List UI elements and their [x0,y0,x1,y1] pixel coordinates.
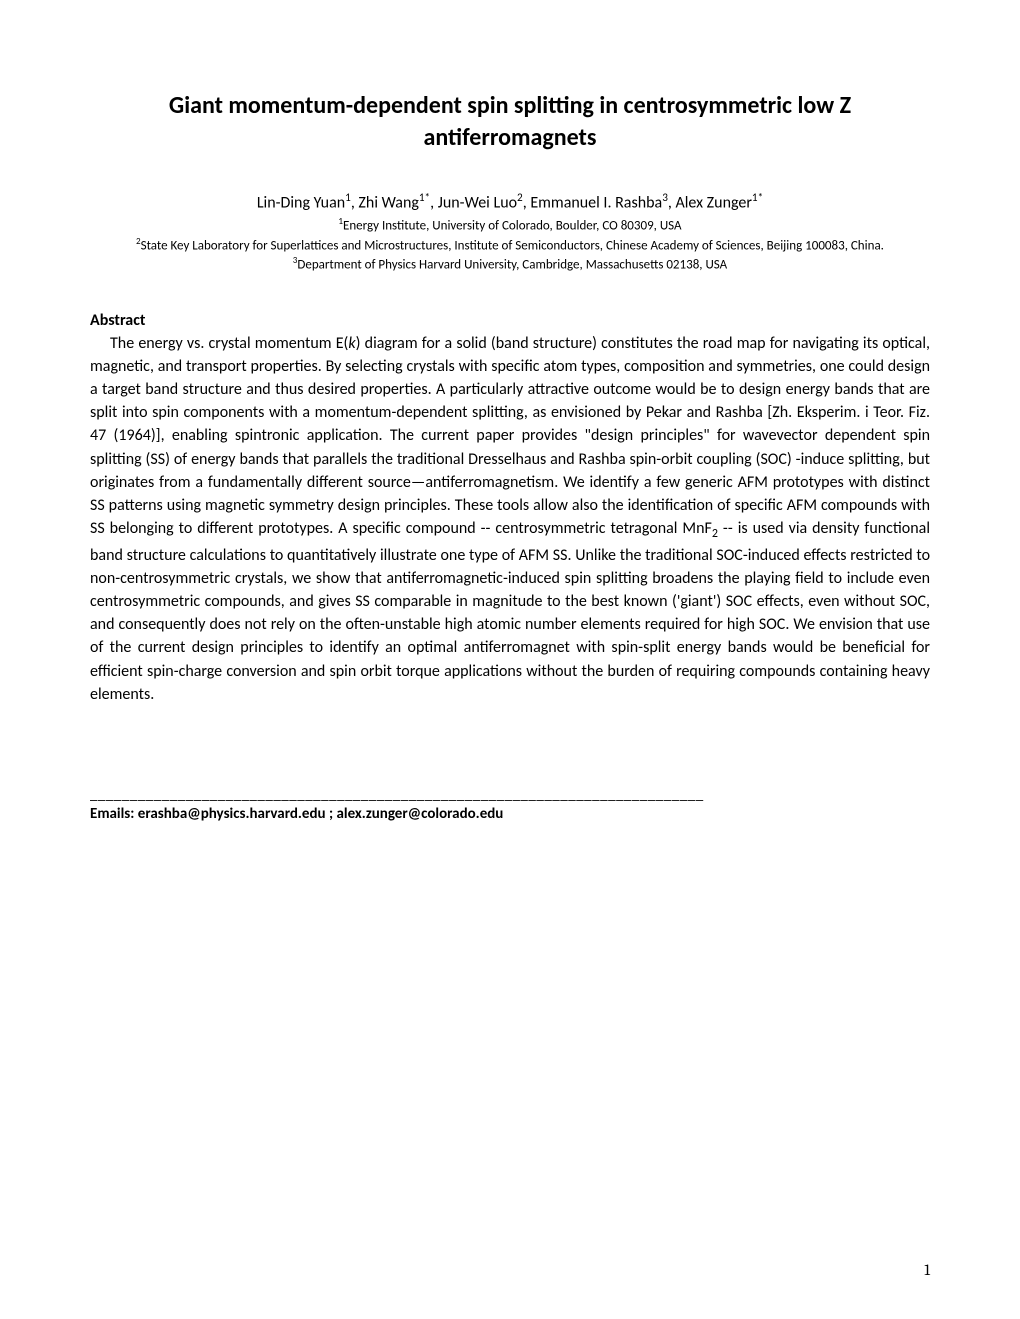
abstract-heading: Abstract [90,311,930,330]
affiliation-3: 3Department of Physics Harvard Universit… [90,255,930,275]
paper-title: Giant momentum-dependent spin splitting … [90,90,930,155]
authors-line: Lin-Ding Yuan1, Zhi Wang1*, Jun-Wei Luo2… [90,191,930,212]
page-number: 1 [924,1261,930,1279]
affiliation-2: 2State Key Laboratory for Superlattices … [90,236,930,256]
affiliation-1: 1Energy Institute, University of Colorad… [90,216,930,236]
corresponding-emails: Emails: erashba@physics.harvard.edu ; al… [90,805,930,823]
authors-affiliations-block: Lin-Ding Yuan1, Zhi Wang1*, Jun-Wei Luo2… [90,191,930,275]
abstract-section: Abstract The energy vs. crystal momentum… [90,311,930,706]
abstract-body: The energy vs. crystal momentum E(k) dia… [90,332,930,706]
email-separator-line: ________________________________________… [90,786,930,804]
